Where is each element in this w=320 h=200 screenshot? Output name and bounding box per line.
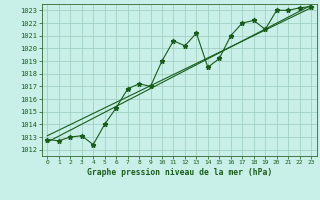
X-axis label: Graphe pression niveau de la mer (hPa): Graphe pression niveau de la mer (hPa) <box>87 168 272 177</box>
